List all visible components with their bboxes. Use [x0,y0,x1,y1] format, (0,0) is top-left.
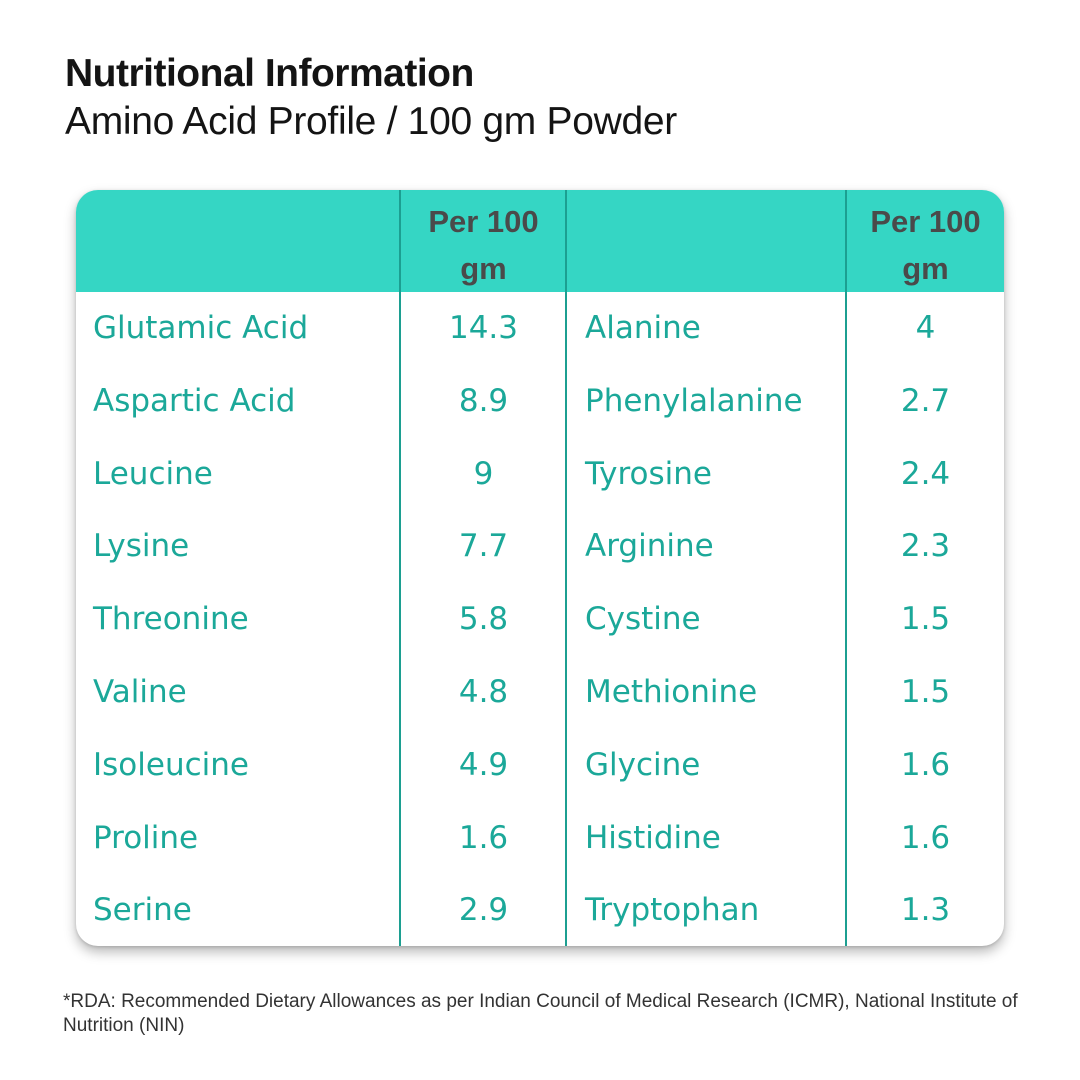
amino-acid-value: 2.4 [900,455,951,492]
amino-acid-value: 1.5 [900,673,951,710]
amino-acid-name: Threonine [93,601,249,638]
column-divider [399,190,401,946]
table-row: Valine 4.8 Methionine 1.5 [76,656,1004,729]
table-body: Glutamic Acid 14.3 Alanine 4 Aspartic Acid 8.… [76,292,1004,946]
amino-acid-name: Tyrosine [585,455,712,492]
amino-acid-value: 8.9 [458,382,509,419]
table-header: Per 100 gm Per 100 gm [76,190,1004,292]
table-row: Isoleucine 4.9 Glycine 1.6 [76,729,1004,802]
amino-acid-value: 14.3 [448,310,519,346]
amino-acid-value: 4.9 [458,746,509,783]
amino-acid-value: 1.6 [458,819,509,856]
table-row: Aspartic Acid 8.9 Phenylalanine 2.7 [76,365,1004,438]
amino-acid-value: 9 [473,455,494,492]
amino-acid-value: 1.6 [900,819,951,856]
amino-acid-name: Lysine [93,528,190,565]
footnote: *RDA: Recommended Dietary Allowances as … [63,991,1018,1036]
amino-acid-name: Valine [93,673,187,710]
amino-acid-name: Histidine [585,819,721,856]
page-subtitle: Amino Acid Profile / 100 gm Powder [65,100,677,143]
amino-acid-name: Proline [93,819,199,856]
table-row: Threonine 5.8 Cystine 1.5 [76,583,1004,656]
amino-acid-name: Leucine [93,455,213,492]
amino-acid-value: 5.8 [458,601,509,638]
amino-acid-value: 1.6 [900,746,951,783]
amino-acid-name: Isoleucine [93,746,249,783]
left-value-column-header: Per 100 gm [428,204,539,286]
amino-acid-value: 1.5 [900,601,951,638]
page-title: Nutritional Information [65,52,474,95]
table-row: Lysine 7.7 Arginine 2.3 [76,510,1004,583]
table-row: Serine 2.9 Tryptophan 1.3 [76,874,1004,946]
amino-acid-name: Aspartic Acid [93,382,296,419]
amino-acid-name: Arginine [585,528,714,565]
amino-acid-value: 4.8 [458,673,509,710]
table-row: Glutamic Acid 14.3 Alanine 4 [76,292,1004,365]
amino-acid-name: Methionine [585,673,758,710]
amino-acid-name: Tryptophan [585,892,760,929]
amino-acid-name: Alanine [585,310,701,346]
amino-acid-name: Glycine [585,746,701,783]
amino-acid-value: 1.3 [900,892,951,929]
column-divider [845,190,847,946]
amino-acid-value: 2.3 [900,528,951,565]
amino-acid-value: 7.7 [458,528,509,565]
amino-acid-name: Cystine [585,601,701,638]
amino-acid-value: 2.7 [900,382,951,419]
amino-acid-value: 4 [915,310,936,346]
table-row: Proline 1.6 Histidine 1.6 [76,802,1004,875]
table-row: Leucine 9 Tyrosine 2.4 [76,438,1004,511]
column-divider [565,190,567,946]
amino-acid-name: Glutamic Acid [93,310,309,346]
right-value-column-header: Per 100 gm [870,204,981,286]
amino-acid-name: Serine [93,892,192,929]
amino-acid-value: 2.9 [458,892,509,929]
amino-acid-table: Per 100 gm Per 100 gm Glutamic Acid 14.3 A… [76,190,1004,946]
amino-acid-name: Phenylalanine [585,382,803,419]
